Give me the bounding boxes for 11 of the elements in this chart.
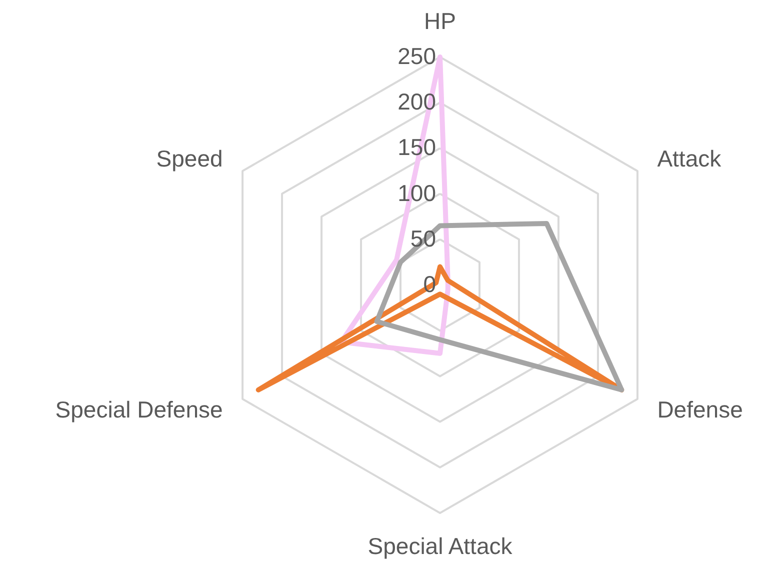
y-tick-label: 200 [398, 88, 436, 115]
y-tick-label: 50 [410, 225, 436, 252]
spoke-label: Speed [156, 146, 223, 172]
spoke-label: Attack [657, 146, 722, 172]
spoke-label: Special Defense [55, 396, 223, 422]
spoke-label: Special Attack [368, 532, 513, 559]
y-tick-label: 250 [398, 43, 436, 69]
spoke-label: HP [424, 8, 456, 34]
y-tick-label: 150 [398, 134, 436, 160]
spoke-label: Defense [657, 396, 743, 422]
y-tick-label: 100 [398, 180, 436, 206]
